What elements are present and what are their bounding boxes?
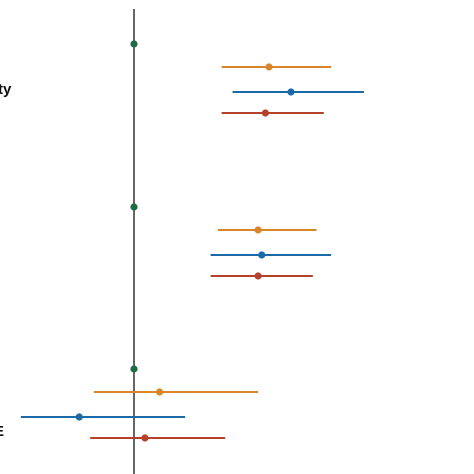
estimate-point-red-2 <box>254 272 262 280</box>
group-label-3: E <box>0 423 4 440</box>
estimate-point-red-1 <box>261 109 269 117</box>
estimate-point-blue-2 <box>258 251 266 259</box>
estimate-point-orange-1 <box>265 63 273 71</box>
group-label-1: ty <box>0 81 12 98</box>
estimate-point-red-3 <box>141 434 149 442</box>
estimate-point-orange-2 <box>254 226 262 234</box>
reference-point-3 <box>130 365 138 373</box>
reference-point-2 <box>130 203 138 211</box>
plot-marks <box>20 40 364 442</box>
reference-point-1 <box>130 40 138 48</box>
estimate-point-blue-3 <box>75 413 83 421</box>
estimate-point-orange-3 <box>155 388 164 396</box>
estimate-point-blue-1 <box>287 88 295 96</box>
